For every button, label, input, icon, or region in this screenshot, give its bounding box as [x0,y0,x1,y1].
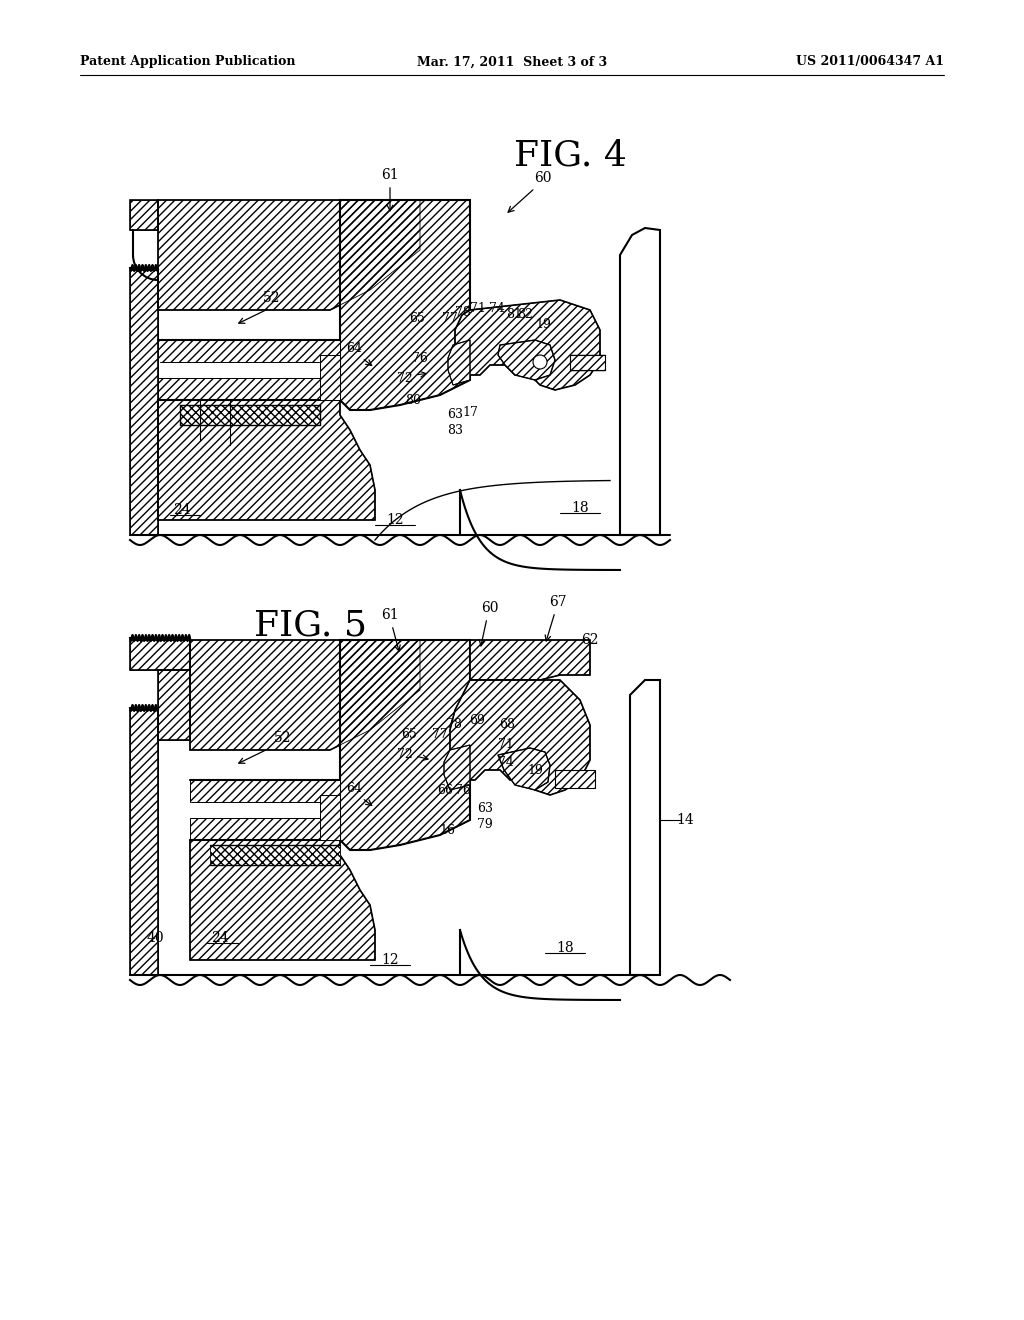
Text: 78: 78 [455,305,471,318]
Text: 72: 72 [397,371,413,384]
Polygon shape [449,341,470,385]
Bar [190,780,340,803]
Text: 74: 74 [498,756,514,770]
Text: FIG. 4: FIG. 4 [514,139,627,172]
Text: 77: 77 [432,729,447,742]
Text: 24: 24 [173,503,190,517]
Text: 83: 83 [447,424,463,437]
Text: 74: 74 [489,301,505,314]
Text: 12: 12 [381,953,398,968]
Polygon shape [158,400,375,520]
Polygon shape [620,228,660,535]
Text: 79: 79 [477,818,493,832]
Text: 62: 62 [582,634,599,647]
Polygon shape [340,201,470,411]
Polygon shape [130,271,158,535]
Polygon shape [444,744,470,789]
Bar [555,770,595,788]
Bar [158,378,340,400]
Polygon shape [130,201,158,230]
Text: 71: 71 [498,738,514,751]
Bar [570,355,605,370]
Text: 16: 16 [439,824,455,837]
Text: 76: 76 [455,784,471,796]
Text: 18: 18 [571,502,589,515]
Text: 61: 61 [381,609,398,622]
Polygon shape [190,840,375,960]
Text: 12: 12 [386,513,403,527]
Text: FIG. 5: FIG. 5 [254,609,367,642]
Text: 82: 82 [517,309,532,322]
Text: 40: 40 [146,931,164,945]
Bar [190,818,340,840]
Bar [191,803,339,818]
Text: 71: 71 [470,301,486,314]
Polygon shape [190,640,420,750]
Bar [319,355,340,400]
Text: Mar. 17, 2011  Sheet 3 of 3: Mar. 17, 2011 Sheet 3 of 3 [417,55,607,69]
Text: 19: 19 [527,763,543,776]
Text: Patent Application Publication: Patent Application Publication [80,55,296,69]
Text: US 2011/0064347 A1: US 2011/0064347 A1 [796,55,944,69]
Text: 72: 72 [397,748,413,762]
Text: 65: 65 [409,312,425,325]
Polygon shape [450,680,590,795]
Text: 65: 65 [401,729,417,742]
Text: 81: 81 [506,309,522,322]
Polygon shape [340,640,470,850]
Polygon shape [130,640,190,671]
Text: 61: 61 [381,168,398,182]
Text: 52: 52 [274,731,292,744]
Text: 19: 19 [536,318,551,331]
Bar [180,405,319,425]
Text: 63: 63 [477,801,493,814]
Polygon shape [498,341,555,380]
Text: 60: 60 [535,172,552,185]
Text: 66: 66 [437,784,453,796]
Polygon shape [630,680,660,975]
Text: 63: 63 [447,408,463,421]
Text: 76: 76 [412,351,428,364]
Text: 64: 64 [346,342,362,355]
Text: 69: 69 [469,714,485,726]
Text: 52: 52 [263,290,281,305]
Text: 60: 60 [481,601,499,615]
Polygon shape [470,640,590,680]
Bar [159,362,339,378]
Bar [319,795,340,840]
Polygon shape [158,671,190,741]
Text: 14: 14 [676,813,694,828]
Text: 78: 78 [446,718,462,731]
Polygon shape [158,201,420,310]
Text: 64: 64 [346,781,362,795]
Bar [210,845,340,865]
Text: 68: 68 [499,718,515,731]
Text: 80: 80 [406,393,421,407]
Bar [158,341,340,362]
Text: 17: 17 [462,405,478,418]
Circle shape [534,355,547,370]
Polygon shape [455,300,600,389]
Polygon shape [498,748,550,789]
Polygon shape [130,710,158,975]
Text: 18: 18 [556,941,573,954]
Text: 24: 24 [211,931,228,945]
Text: 67: 67 [549,595,567,609]
Text: 77: 77 [442,312,458,325]
